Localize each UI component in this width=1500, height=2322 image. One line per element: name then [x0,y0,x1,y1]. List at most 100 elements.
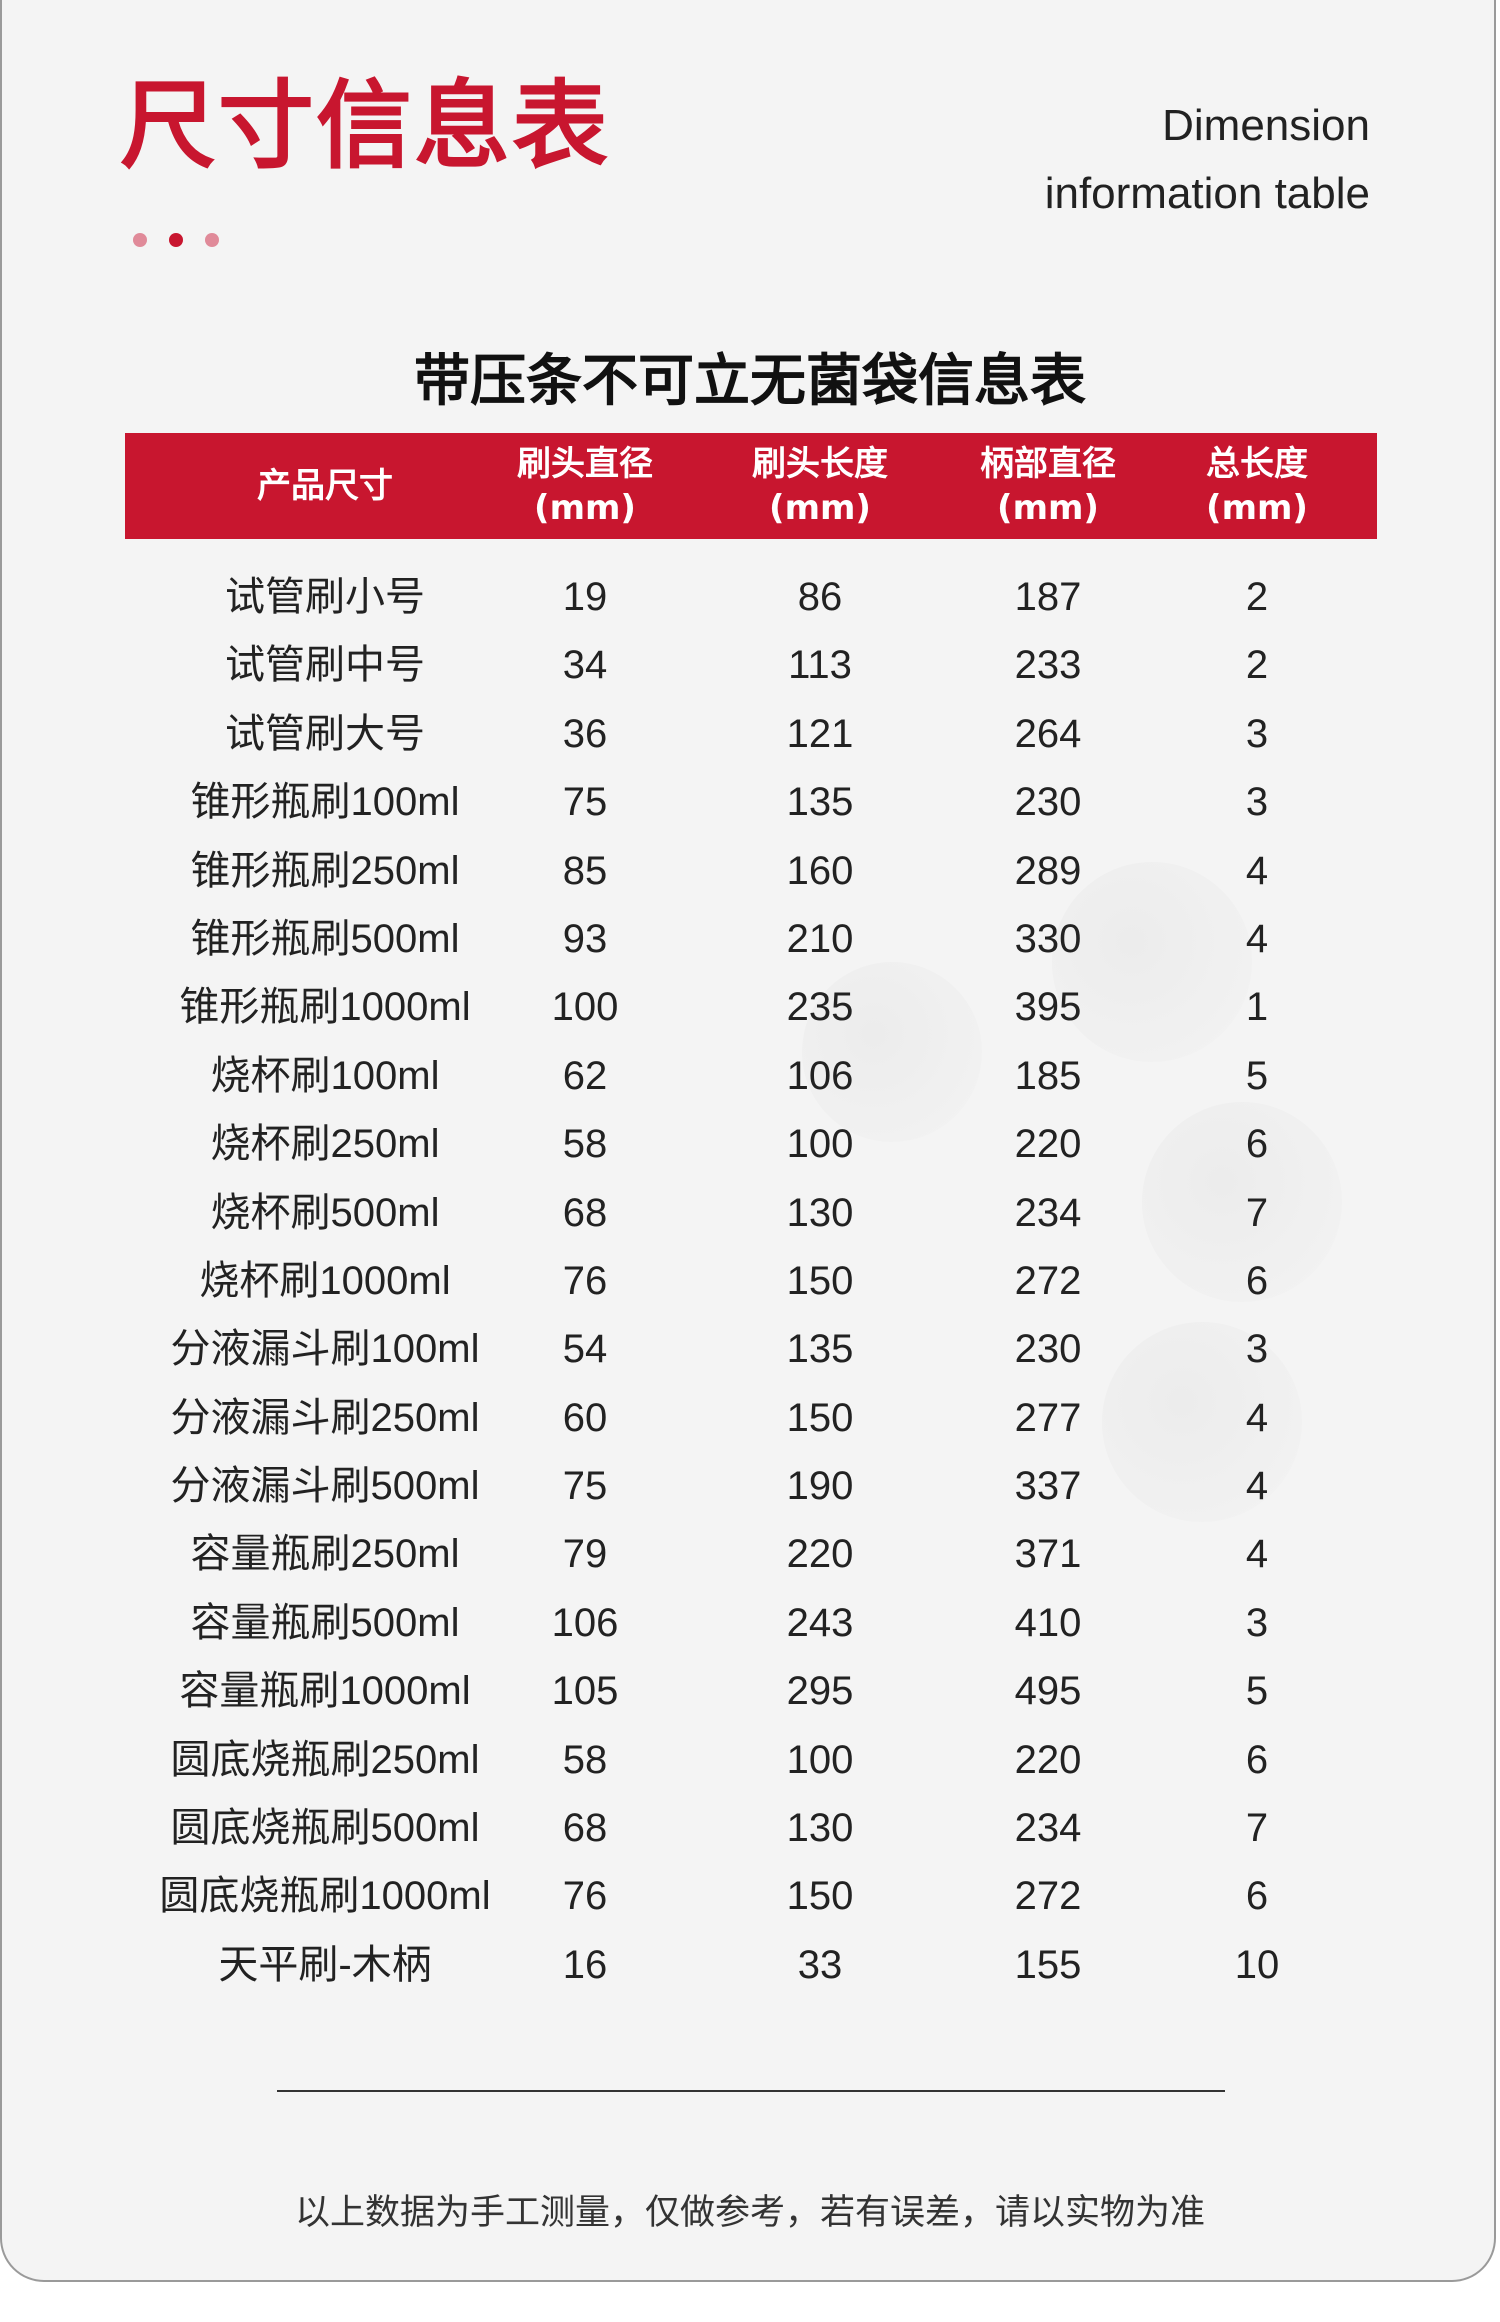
table-row: 烧杯刷250ml 58 100 220 6 [0,1110,1500,1178]
value-cell: 76 [562,1258,608,1303]
product-name-cell: 圆底烧瓶刷1000ml [159,1874,491,1919]
table-title: 带压条不可立无菌袋信息表 [414,349,1086,414]
column-header-label: 刷头长度 [752,444,888,484]
column-header-label: 柄部直径 [980,444,1116,484]
dot [205,233,219,247]
table-body: 试管刷小号 19 86 187 2 试管刷中号 34 113 233 2 试管刷大号 36 121 264… [0,563,1500,1999]
product-name-cell: 圆底烧瓶刷250ml [170,1737,480,1782]
value-cell: 272 [1014,1258,1082,1303]
background-molecule-decoration [1102,1322,1302,1522]
value-cell: 79 [562,1532,608,1577]
value-cell: 233 [1014,643,1082,688]
value-cell: 337 [1014,1464,1082,1509]
background-molecule-decoration [1142,1102,1342,1302]
divider [277,2090,1225,2092]
value-cell: 289 [1014,848,1082,893]
table-row: 分液漏斗刷100ml 54 135 230 3 [0,1315,1500,1383]
value-cell: 295 [786,1669,854,1714]
product-name-cell: 烧杯刷500ml [210,1190,440,1235]
title-dots-decoration [133,233,219,247]
disclaimer-note: 以上数据为手工测量，仅做参考，若有误差，请以实物为准 [294,2193,1205,2233]
column-header: 产品尺寸 [257,433,393,539]
table-row: 锥形瓶刷250ml 85 160 289 4 [0,837,1500,905]
value-cell: 16 [562,1942,608,1987]
table-row: 锥形瓶刷500ml 93 210 330 4 [0,905,1500,973]
table-row: 圆底烧瓶刷1000ml 76 150 272 6 [0,1862,1500,1930]
column-header-unit: (mm) [997,488,1099,528]
value-cell: 105 [551,1669,619,1714]
english-title-line1: Dimension [1162,101,1370,150]
product-name-cell: 分液漏斗刷500ml [170,1464,480,1509]
product-name-cell: 容量瓶刷1000ml [179,1669,471,1714]
value-cell: 277 [1014,1395,1082,1440]
product-name-cell: 容量瓶刷250ml [190,1532,460,1577]
background-molecule-decoration [1052,862,1252,1062]
product-name-cell: 分液漏斗刷250ml [170,1395,480,1440]
product-name-cell: 分液漏斗刷100ml [170,1327,480,1372]
value-cell: 235 [786,985,854,1030]
product-name-cell: 烧杯刷100ml [210,1053,440,1098]
table-row: 烧杯刷1000ml 76 150 272 6 [0,1247,1500,1315]
value-cell: 155 [1014,1942,1082,1987]
product-name-cell: 圆底烧瓶刷500ml [170,1806,480,1851]
value-cell: 150 [786,1395,854,1440]
value-cell: 4 [1245,916,1269,961]
value-cell: 6 [1245,1122,1269,1167]
column-header: 刷头直径 (mm) [517,433,653,539]
value-cell: 75 [562,1464,608,1509]
value-cell: 100 [786,1122,854,1167]
value-cell: 6 [1245,1874,1269,1919]
value-cell: 3 [1245,711,1269,756]
value-cell: 68 [562,1806,608,1851]
value-cell: 6 [1245,1258,1269,1303]
value-cell: 150 [786,1874,854,1919]
value-cell: 230 [1014,780,1082,825]
value-cell: 135 [786,780,854,825]
product-name-cell: 锥形瓶刷1000ml [179,985,471,1030]
table-row: 锥形瓶刷100ml 75 135 230 3 [0,768,1500,836]
value-cell: 60 [562,1395,608,1440]
table-row: 锥形瓶刷1000ml 100 235 395 1 [0,973,1500,1041]
value-cell: 264 [1014,711,1082,756]
value-cell: 93 [562,916,608,961]
value-cell: 86 [797,575,843,619]
value-cell: 210 [786,916,854,961]
product-name-cell: 试管刷中号 [225,643,425,688]
product-name-cell: 锥形瓶刷250ml [190,848,460,893]
value-cell: 54 [562,1327,608,1372]
value-cell: 33 [797,1942,843,1987]
table-row: 分液漏斗刷250ml 60 150 277 4 [0,1384,1500,1452]
value-cell: 160 [786,848,854,893]
value-cell: 58 [562,1737,608,1782]
value-cell: 234 [1014,1190,1082,1235]
value-cell: 130 [786,1806,854,1851]
value-cell: 495 [1014,1669,1082,1714]
value-cell: 4 [1245,1464,1269,1509]
table-row: 烧杯刷500ml 68 130 234 7 [0,1179,1500,1247]
column-header-unit: (mm) [1206,488,1308,528]
value-cell: 4 [1245,1395,1269,1440]
product-name-cell: 试管刷大号 [225,711,425,756]
value-cell: 76 [562,1874,608,1919]
value-cell: 220 [1014,1122,1082,1167]
value-cell: 2 [1245,643,1269,688]
value-cell: 135 [786,1327,854,1372]
value-cell: 7 [1245,1190,1269,1235]
value-cell: 121 [786,711,854,756]
value-cell: 85 [562,848,608,893]
table-row: 容量瓶刷250ml 79 220 371 4 [0,1520,1500,1588]
column-header-label: 刷头直径 [517,444,653,484]
column-header: 柄部直径 (mm) [980,433,1116,539]
dot [169,233,183,247]
value-cell: 220 [786,1532,854,1577]
value-cell: 220 [1014,1737,1082,1782]
table-row: 试管刷中号 34 113 233 2 [0,631,1500,699]
english-title: Dimension information table [1045,92,1370,228]
value-cell: 5 [1245,1669,1269,1714]
value-cell: 75 [562,780,608,825]
column-header: 总长度 (mm) [1206,433,1308,539]
value-cell: 3 [1245,1327,1269,1372]
value-cell: 6 [1245,1737,1269,1782]
value-cell: 4 [1245,1532,1269,1577]
